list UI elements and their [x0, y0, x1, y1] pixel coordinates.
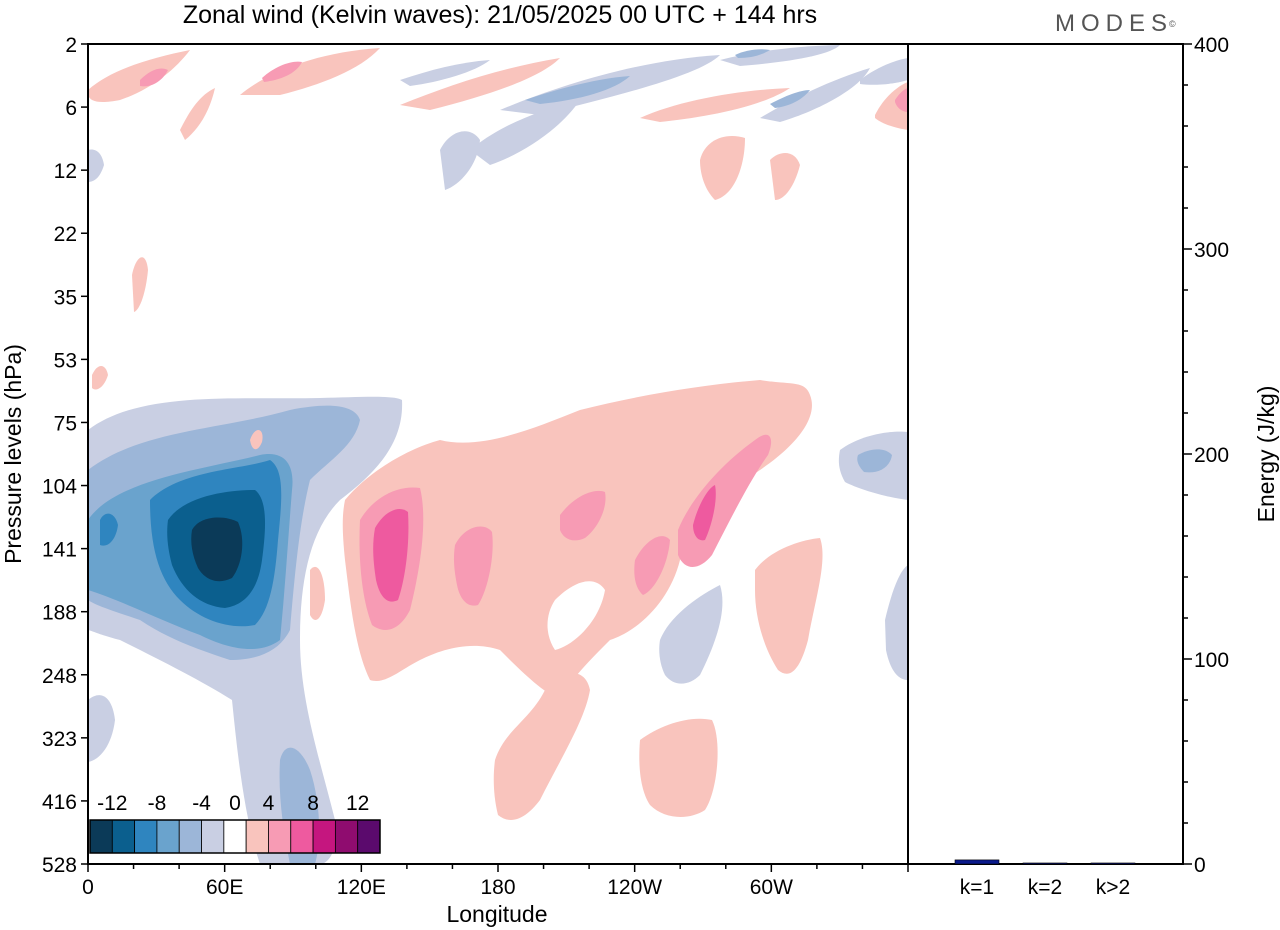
colorbar-label: -12	[97, 792, 127, 815]
energy-tick-label: 100	[1194, 649, 1229, 672]
chart-title: Zonal wind (Kelvin waves): 21/05/2025 00…	[182, 1, 818, 29]
copyright-mark: ©	[1169, 19, 1176, 29]
y-tick-label: 22	[54, 223, 77, 246]
energy-bars: k=1 k=2 k>2	[954, 859, 1136, 899]
y-axis-energy: 0 100 200 300 400	[1183, 34, 1229, 877]
x-tick-label: 60W	[750, 876, 793, 899]
colorbar: -12 -8 -4 0 4 8 12	[89, 792, 381, 854]
x-tick-label: 0	[82, 876, 94, 899]
y-tick-label: 75	[54, 412, 77, 435]
bar-category-label: k=1	[960, 876, 994, 899]
upper-streaks	[88, 45, 908, 390]
y-axis-pressure: 2 6 12 22 35 53 75 104 141 188 248 323 416 528	[42, 34, 88, 877]
colorbar-label: -8	[148, 792, 167, 815]
colorbar-swatch	[357, 819, 381, 854]
y-tick-label: 528	[42, 854, 77, 877]
colorbar-swatch	[111, 819, 136, 854]
modes-logo: MODES©	[1055, 10, 1176, 38]
contour-field	[88, 45, 908, 864]
energy-tick-label: 400	[1194, 34, 1229, 57]
bar-category-label: k>2	[1096, 876, 1130, 899]
colorbar-swatch	[268, 819, 292, 854]
colorbar-swatch	[334, 819, 359, 854]
colorbar-swatch	[201, 819, 225, 854]
y-tick-label: 141	[42, 539, 77, 562]
colorbar-swatch	[223, 819, 247, 854]
energy-tick-label: 200	[1194, 444, 1229, 467]
colorbar-swatch	[290, 819, 314, 854]
x-axis-longitude: 0 60E 120E 180 120W 60W	[82, 864, 909, 899]
colorbar-swatch	[134, 819, 158, 854]
y-tick-label: 12	[54, 160, 77, 183]
y-tick-label: 104	[42, 476, 77, 499]
energy-bar	[1022, 862, 1068, 865]
colorbar-swatch	[312, 819, 336, 854]
y-tick-label: 53	[54, 349, 77, 372]
colorbar-swatch	[156, 819, 180, 854]
brand-text: MODES	[1055, 10, 1174, 37]
colorbar-label: -4	[192, 792, 211, 815]
y-tick-label: 248	[42, 665, 77, 688]
y-tick-label: 416	[42, 791, 77, 814]
colorbar-frame	[89, 819, 381, 854]
y-axis-title: Pressure levels (hPa)	[0, 344, 26, 564]
energy-bar	[954, 859, 1000, 865]
colorbar-label: 4	[263, 792, 275, 815]
negative-anomaly	[88, 396, 908, 864]
colorbar-label: 12	[346, 792, 369, 815]
x-tick-label: 120W	[607, 876, 662, 899]
y-tick-label: 35	[54, 286, 77, 309]
x-tick-label: 60E	[206, 876, 243, 899]
energy-tick-label: 300	[1194, 239, 1229, 262]
y-tick-label: 6	[65, 97, 77, 120]
colorbar-swatch	[178, 819, 202, 854]
y-tick-label: 323	[42, 728, 77, 751]
colorbar-label: 0	[229, 792, 241, 815]
x-tick-label: 120E	[337, 876, 386, 899]
colorbar-swatch	[89, 819, 113, 854]
energy-tick-label: 0	[1194, 854, 1206, 877]
y-tick-label: 2	[65, 34, 77, 57]
x-axis-title: Longitude	[446, 901, 547, 927]
energy-bar	[1090, 862, 1136, 865]
bar-category-label: k=2	[1028, 876, 1062, 899]
energy-axis-title: Energy (J/kg)	[1253, 386, 1279, 523]
colorbar-swatch	[245, 819, 269, 854]
colorbar-label: 8	[307, 792, 319, 815]
y-tick-label: 188	[42, 602, 77, 625]
x-tick-label: 180	[480, 876, 515, 899]
positive-anomaly	[250, 380, 823, 820]
